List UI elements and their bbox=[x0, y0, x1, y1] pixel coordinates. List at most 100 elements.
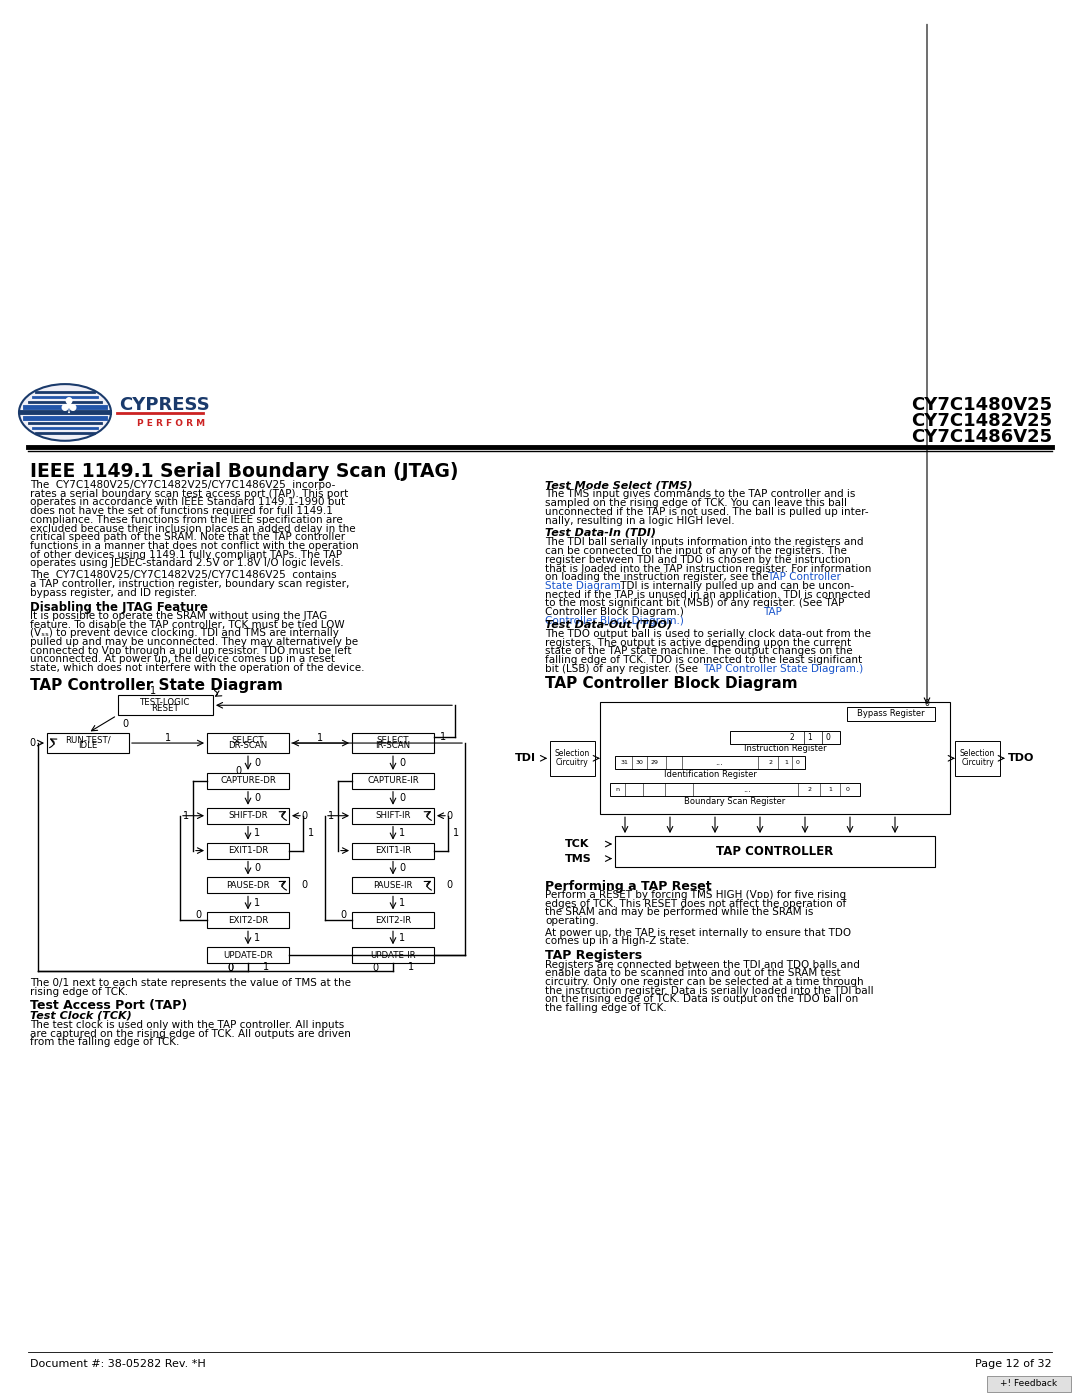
Text: SHIFT-DR: SHIFT-DR bbox=[228, 812, 268, 820]
Text: bypass register, and ID register.: bypass register, and ID register. bbox=[30, 588, 198, 598]
Text: Test Mode Select (TMS): Test Mode Select (TMS) bbox=[545, 481, 692, 490]
Text: 1: 1 bbox=[165, 733, 171, 743]
Bar bbox=[610, 782, 860, 796]
Text: a TAP controller, instruction register, boundary scan register,: a TAP controller, instruction register, … bbox=[30, 578, 349, 588]
Text: operating.: operating. bbox=[545, 916, 599, 926]
Text: enable data to be scanned into and out of the SRAM test: enable data to be scanned into and out o… bbox=[545, 968, 840, 978]
Text: EXIT1-DR: EXIT1-DR bbox=[228, 847, 268, 855]
Text: 0: 0 bbox=[122, 719, 129, 729]
Text: does not have the set of functions required for full 1149.1: does not have the set of functions requi… bbox=[30, 506, 333, 515]
Text: TAP CONTROLLER: TAP CONTROLLER bbox=[716, 845, 834, 858]
Text: Identification Register: Identification Register bbox=[663, 770, 756, 778]
Text: Controller Block Diagram.): Controller Block Diagram.) bbox=[545, 616, 684, 626]
Text: Disabling the JTAG Feature: Disabling the JTAG Feature bbox=[30, 601, 208, 613]
Text: P E R F O R M: P E R F O R M bbox=[137, 419, 205, 427]
Text: 1: 1 bbox=[308, 828, 314, 838]
Text: The TDI ball serially inputs information into the registers and: The TDI ball serially inputs information… bbox=[545, 538, 864, 548]
Text: on loading the instruction register, see the: on loading the instruction register, see… bbox=[545, 573, 772, 583]
Text: 1: 1 bbox=[262, 963, 269, 972]
Text: 1: 1 bbox=[399, 898, 405, 908]
Text: 0: 0 bbox=[235, 766, 241, 775]
Text: sampled on the rising edge of TCK. You can leave this ball: sampled on the rising edge of TCK. You c… bbox=[545, 499, 847, 509]
Text: IEEE 1149.1 Serial Boundary Scan (JTAG): IEEE 1149.1 Serial Boundary Scan (JTAG) bbox=[30, 462, 459, 481]
Text: TDI is internally pulled up and can be uncon-: TDI is internally pulled up and can be u… bbox=[617, 581, 854, 591]
Text: The TDO output ball is used to serially clock data-out from the: The TDO output ball is used to serially … bbox=[545, 629, 870, 638]
Text: Test Data-Out (TDO): Test Data-Out (TDO) bbox=[545, 619, 672, 630]
Text: TDI: TDI bbox=[515, 753, 536, 763]
Text: unconnected if the TAP is not used. The ball is pulled up inter-: unconnected if the TAP is not used. The … bbox=[545, 507, 868, 517]
Text: Test Clock (TCK): Test Clock (TCK) bbox=[30, 1010, 132, 1020]
Text: on the rising edge of TCK. Data is output on the TDO ball on: on the rising edge of TCK. Data is outpu… bbox=[545, 995, 859, 1004]
Text: are captured on the rising edge of TCK. All outputs are driven: are captured on the rising edge of TCK. … bbox=[30, 1028, 351, 1038]
Text: operates using JEDEC-standard 2.5V or 1.8V I/O logic levels.: operates using JEDEC-standard 2.5V or 1.… bbox=[30, 559, 343, 569]
Text: TAP Controller State Diagram.): TAP Controller State Diagram.) bbox=[703, 664, 863, 673]
Text: 1: 1 bbox=[254, 828, 260, 838]
Text: 0: 0 bbox=[227, 963, 233, 972]
Text: The  CY7C1480V25/CY7C1482V25/CY7C1486V25  incorpo-: The CY7C1480V25/CY7C1482V25/CY7C1486V25 … bbox=[30, 481, 336, 490]
Text: TDO: TDO bbox=[1008, 753, 1035, 763]
Text: Test Access Port (TAP): Test Access Port (TAP) bbox=[30, 999, 187, 1011]
Text: Bypass Register: Bypass Register bbox=[858, 710, 924, 718]
Text: 0: 0 bbox=[301, 880, 307, 890]
Text: rates a serial boundary scan test access port (TAP). This port: rates a serial boundary scan test access… bbox=[30, 489, 348, 499]
Text: 0: 0 bbox=[399, 793, 405, 803]
Text: 1: 1 bbox=[150, 686, 157, 696]
Text: 0: 0 bbox=[340, 911, 346, 921]
Text: 1: 1 bbox=[254, 933, 260, 943]
Text: Perform a RESET by forcing TMS HIGH (Vᴅᴅ) for five rising: Perform a RESET by forcing TMS HIGH (Vᴅᴅ… bbox=[545, 890, 846, 900]
Text: PAUSE-IR: PAUSE-IR bbox=[374, 882, 413, 890]
Text: of other devices using 1149.1 fully compliant TAPs. The TAP: of other devices using 1149.1 fully comp… bbox=[30, 550, 342, 560]
Text: CY7C1480V25: CY7C1480V25 bbox=[910, 395, 1052, 414]
Text: At power up, the TAP is reset internally to ensure that TDO: At power up, the TAP is reset internally… bbox=[545, 928, 851, 937]
Text: 2: 2 bbox=[769, 760, 773, 766]
Text: 31: 31 bbox=[621, 760, 629, 766]
Text: 0: 0 bbox=[399, 759, 405, 768]
Text: Selection: Selection bbox=[960, 749, 995, 759]
Bar bbox=[955, 740, 1000, 775]
Bar bbox=[550, 740, 595, 775]
Text: Boundary Scan Register: Boundary Scan Register bbox=[685, 796, 785, 806]
Text: the instruction register. Data is serially loaded into the TDI ball: the instruction register. Data is serial… bbox=[545, 986, 874, 996]
Text: 0: 0 bbox=[846, 787, 850, 792]
Text: that is loaded into the TAP instruction register. For information: that is loaded into the TAP instruction … bbox=[545, 563, 872, 574]
Text: operates in accordance with IEEE Standard 1149.1-1990 but: operates in accordance with IEEE Standar… bbox=[30, 497, 346, 507]
Text: ...: ... bbox=[743, 785, 752, 793]
Text: from the falling edge of TCK.: from the falling edge of TCK. bbox=[30, 1038, 179, 1048]
Text: functions in a manner that does not conflict with the operation: functions in a manner that does not conf… bbox=[30, 541, 359, 550]
Text: SELECT: SELECT bbox=[232, 736, 265, 745]
Text: UPDATE-DR: UPDATE-DR bbox=[224, 951, 273, 960]
Text: registers. The output is active depending upon the current: registers. The output is active dependin… bbox=[545, 637, 851, 648]
Text: SELECT: SELECT bbox=[377, 736, 409, 745]
Text: 1: 1 bbox=[828, 787, 832, 792]
Text: circuitry. Only one register can be selected at a time through: circuitry. Only one register can be sele… bbox=[545, 977, 864, 988]
Text: Instruction Register: Instruction Register bbox=[744, 745, 826, 753]
Text: 0: 0 bbox=[301, 810, 307, 820]
Text: TAP Controller: TAP Controller bbox=[767, 573, 841, 583]
Text: The  CY7C1480V25/CY7C1482V25/CY7C1486V25  contains: The CY7C1480V25/CY7C1482V25/CY7C1486V25 … bbox=[30, 570, 337, 580]
Text: State Diagram.: State Diagram. bbox=[545, 581, 624, 591]
Text: feature. To disable the TAP controller, TCK must be tied LOW: feature. To disable the TAP controller, … bbox=[30, 619, 345, 630]
Text: 1: 1 bbox=[318, 733, 324, 743]
Text: Document #: 38-05282 Rev. *H: Document #: 38-05282 Rev. *H bbox=[30, 1359, 206, 1369]
Text: (Vₛₛ) to prevent device clocking. TDI and TMS are internally: (Vₛₛ) to prevent device clocking. TDI an… bbox=[30, 629, 339, 638]
Text: Test Data-In (TDI): Test Data-In (TDI) bbox=[545, 528, 656, 538]
Text: TMS: TMS bbox=[565, 854, 592, 863]
Text: The TMS input gives commands to the TAP controller and is: The TMS input gives commands to the TAP … bbox=[545, 489, 855, 500]
Text: 1: 1 bbox=[440, 732, 446, 742]
Text: SHIFT-IR: SHIFT-IR bbox=[375, 812, 410, 820]
Text: unconnected. At power up, the device comes up in a reset: unconnected. At power up, the device com… bbox=[30, 654, 335, 665]
Text: Registers are connected between the TDI and TDO balls and: Registers are connected between the TDI … bbox=[545, 960, 860, 970]
Text: state, which does not interfere with the operation of the device.: state, which does not interfere with the… bbox=[30, 664, 365, 673]
Text: falling edge of TCK. TDO is connected to the least significant: falling edge of TCK. TDO is connected to… bbox=[545, 655, 862, 665]
Text: pulled up and may be unconnected. They may alternatively be: pulled up and may be unconnected. They m… bbox=[30, 637, 359, 647]
FancyBboxPatch shape bbox=[987, 1376, 1071, 1391]
Text: +! Feedback: +! Feedback bbox=[1000, 1379, 1057, 1389]
Text: nally, resulting in a logic HIGH level.: nally, resulting in a logic HIGH level. bbox=[545, 515, 734, 525]
Text: TAP Controller State Diagram: TAP Controller State Diagram bbox=[30, 678, 283, 693]
Text: 29: 29 bbox=[651, 760, 659, 766]
Text: connected to Vᴅᴅ through a pull up resistor. TDO must be left: connected to Vᴅᴅ through a pull up resis… bbox=[30, 645, 351, 655]
Text: nected if the TAP is unused in an application. TDI is connected: nected if the TAP is unused in an applic… bbox=[545, 590, 870, 599]
Text: TAP: TAP bbox=[762, 608, 782, 617]
Text: Performing a TAP Reset: Performing a TAP Reset bbox=[545, 880, 712, 893]
Text: PAUSE-DR: PAUSE-DR bbox=[226, 882, 270, 890]
